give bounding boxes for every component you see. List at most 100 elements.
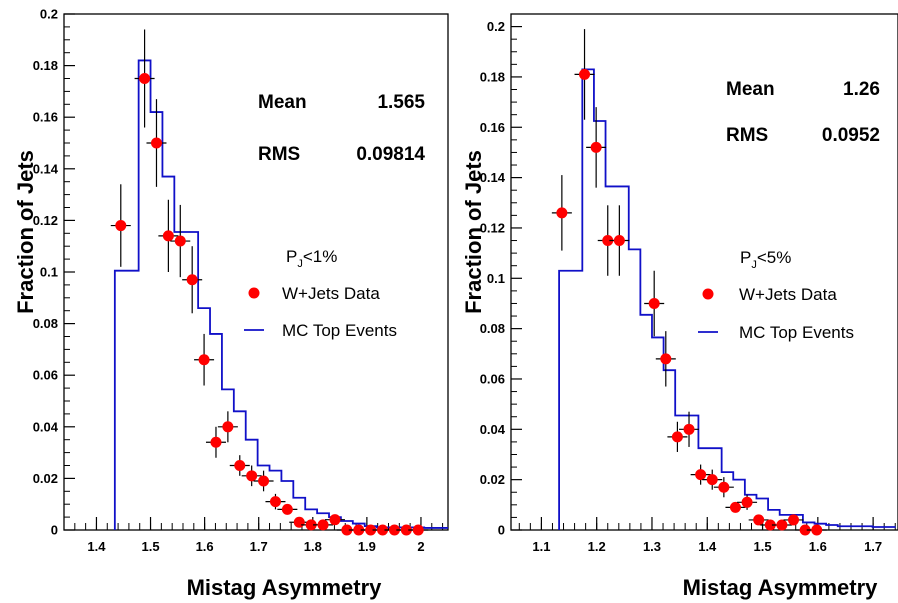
data-point [277,503,298,515]
y-tick-label: 0.14 [480,170,506,185]
data-marker [718,481,730,493]
data-point [110,184,131,267]
data-point [690,464,711,485]
y-tick-label: 0.12 [480,220,505,235]
data-marker [353,524,365,536]
data-marker [776,519,788,531]
data-point [265,493,286,510]
data-marker [388,524,400,536]
y-tick-label: 0.08 [480,321,505,336]
data-marker [660,353,672,365]
y-tick-label: 0.16 [480,120,505,135]
legend-mc-label: MC Top Events [739,323,854,342]
rms-label: RMS [726,125,768,146]
data-point [806,524,827,536]
data-marker [590,141,602,153]
x-tick-label: 1.7 [250,539,268,554]
cut-subscript: J [297,258,303,270]
data-marker [695,469,707,481]
legend-data-marker [702,288,714,300]
data-point [253,470,274,492]
data-marker [329,514,341,526]
y-tick-label: 0.2 [487,19,505,34]
y-tick-label: 0.16 [33,110,58,125]
x-tick-label: 2 [417,539,424,554]
data-point [655,331,676,387]
data-marker [729,501,741,513]
y-tick-label: 0.18 [33,58,58,73]
data-point [229,455,250,476]
data-marker [198,354,210,366]
y-tick-label: 0.06 [33,368,58,383]
data-marker [799,524,811,536]
data-marker [365,524,377,536]
y-axis-label: Fraction of Jets [13,150,38,314]
data-point [170,204,191,278]
data-marker [317,519,329,531]
data-point [194,333,215,386]
data-point [609,205,630,276]
data-marker [741,496,753,508]
data-point [644,270,665,337]
y-tick-label: 0.12 [33,213,58,228]
data-marker [753,514,765,526]
x-tick-label: 1.6 [809,539,827,554]
data-marker [305,519,317,531]
x-tick-label: 1.4 [698,539,717,554]
data-marker [556,207,568,219]
data-point [679,411,700,447]
data-point [586,107,607,188]
data-point [702,469,723,490]
x-tick-label: 1.5 [141,539,159,554]
data-marker [683,423,695,435]
data-marker [139,73,151,84]
x-tick-label: 1.9 [358,539,376,554]
mean-label: Mean [258,92,307,113]
data-point [146,99,167,187]
mean-value: 1.26 [843,79,880,100]
cut-threshold: <1% [303,247,338,266]
data-point [574,29,595,120]
data-marker [648,297,660,309]
y-tick-label: 0.18 [480,69,505,84]
x-axis-label: Mistag Asymmetry [187,575,383,600]
data-point [725,501,746,513]
data-point [748,514,769,526]
data-point [713,477,734,498]
y-tick-label: 0.04 [33,419,59,434]
mean-value: 1.565 [377,92,425,113]
y-tick-label: 0.04 [480,422,506,437]
data-point [134,29,155,128]
legend-cut-label: PJ<5% [740,248,791,271]
x-tick-label: 1.5 [754,539,772,554]
x-tick-label: 1.2 [588,539,606,554]
x-axis-label: Mistag Asymmetry [683,575,879,600]
legend-data-label: W+Jets Data [282,284,380,303]
data-marker [150,137,162,149]
plot-frame [510,13,898,531]
data-point [182,246,203,314]
data-marker [115,220,127,232]
y-tick-label: 0.2 [40,7,58,22]
data-marker [222,421,234,433]
data-point [783,514,804,526]
data-marker [613,235,625,247]
legend-data-marker [248,287,260,299]
data-point [597,205,618,276]
data-marker [400,524,412,536]
data-marker [706,474,718,486]
rms-label: RMS [258,144,300,165]
data-point [737,494,758,510]
y-tick-label: 0.02 [480,472,505,487]
data-point [771,519,792,531]
y-tick-label: 0.1 [40,265,58,280]
data-marker [412,524,424,536]
mc-top-events-histogram [558,68,896,530]
data-marker [293,516,305,528]
data-point [408,524,429,536]
y-axis-label: Fraction of Jets [461,150,486,314]
y-tick-label: 0 [51,523,58,538]
data-marker [341,524,353,536]
data-marker [764,519,776,531]
data-marker [246,470,258,482]
